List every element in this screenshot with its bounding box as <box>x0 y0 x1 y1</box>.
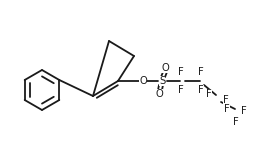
Text: F: F <box>241 106 247 116</box>
Text: F: F <box>224 104 230 114</box>
Text: F: F <box>233 117 239 127</box>
Text: F: F <box>198 85 204 95</box>
Text: F: F <box>178 67 184 77</box>
Text: O: O <box>161 63 169 73</box>
Text: O: O <box>139 76 147 86</box>
Text: O: O <box>155 89 163 99</box>
Text: F: F <box>178 85 184 95</box>
Text: F: F <box>198 67 204 77</box>
Text: F: F <box>206 89 212 99</box>
Text: S: S <box>159 76 165 86</box>
Text: F: F <box>223 95 229 105</box>
